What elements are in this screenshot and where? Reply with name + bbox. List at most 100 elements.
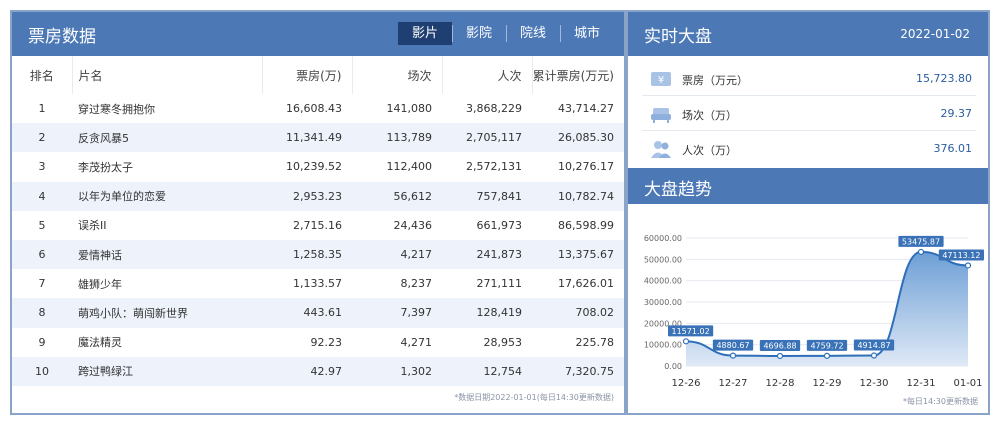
tab-chain[interactable]: 院线 [505, 22, 560, 45]
people-icon [651, 141, 671, 158]
x-tick-label: 12-31 [906, 378, 935, 389]
cell-shows: 24,436 [393, 218, 433, 232]
col-shows: 场次 [352, 56, 443, 94]
cell-total: 7,320.75 [532, 356, 624, 386]
realtime-date: 2022-01-02 [900, 27, 970, 41]
trend-chart: 60000.00 50000.00 40000.00 30000.00 20000.00… [644, 234, 984, 389]
table-header-row: 排名 片名 票房(万) 场次 人次 累计票房(万元) [12, 56, 624, 94]
cell-people: 28,953 [483, 335, 523, 349]
seat-icon [651, 108, 671, 123]
cell-box: 16,608.43 [286, 102, 342, 116]
cell-people: 661,973 [476, 218, 523, 232]
x-tick-label: 12-30 [859, 378, 888, 389]
yen-ticket-icon: ¥ [651, 72, 671, 86]
col-box: 票房(万) [262, 56, 353, 94]
y-tick-label: 0.00 [664, 362, 682, 371]
cell-rank: 4 [12, 181, 72, 211]
cell-rank: 6 [12, 239, 72, 270]
data-label: 4880.67 [716, 341, 749, 350]
data-label-bg [938, 249, 984, 261]
cell-total: 225.78 [575, 335, 615, 349]
cell-box: 2,715.16 [293, 218, 342, 232]
cell-people: 271,111 [476, 277, 523, 291]
data-label: 4914.87 [857, 341, 890, 350]
cell-rank: 1 [38, 102, 46, 116]
data-label: 53475.87 [902, 237, 940, 246]
realtime-panel: 实时大盘 2022-01-02 ¥ 票房（万元） 15,723.80 场次（万）… [626, 10, 990, 415]
realtime-value: 15,723.80 [916, 72, 972, 85]
cell-box: 42.97 [262, 356, 352, 386]
table-row[interactable]: 3 李茂扮太子 10,239.52 112,400 2,572,131 10,276.17 [12, 152, 624, 181]
realtime-shows-row: 场次（万） 29.37 [642, 97, 976, 131]
tab-city[interactable]: 城市 [559, 22, 614, 45]
tab-cinema[interactable]: 影院 [451, 22, 506, 45]
cell-name: 李茂扮太子 [78, 160, 133, 174]
y-tick-label: 20000.00 [644, 319, 682, 328]
cell-rank: 8 [12, 298, 72, 328]
cell-rank: 9 [38, 335, 46, 349]
col-people: 人次 [442, 56, 533, 94]
cell-people: 2,705,117 [442, 123, 532, 153]
x-tick-label: 12-29 [812, 378, 841, 389]
cell-total: 43,714.27 [558, 102, 614, 116]
cell-people: 12,754 [442, 356, 532, 386]
trend-footnote: *每日14:30更新数据 [902, 397, 978, 406]
cell-box: 92.23 [310, 335, 343, 349]
cell-total: 10,276.17 [558, 160, 614, 174]
series-area [686, 251, 968, 366]
table-row[interactable]: 2 反贪风暴5 11,341.49 113,789 2,705,117 26,085.30 [12, 123, 624, 153]
cell-people: 3,868,229 [466, 102, 522, 116]
table-row[interactable]: 6 爱情神话 1,258.35 4,217 241,873 13,375.67 [12, 239, 624, 270]
cell-people: 241,873 [442, 239, 532, 270]
cell-people: 757,841 [442, 181, 532, 211]
cell-box: 1,258.35 [262, 239, 352, 270]
trend-header: 大盘趋势 [628, 168, 988, 204]
cell-name: 反贪风暴5 [72, 123, 262, 153]
table-row[interactable]: 8 萌鸡小队：萌闯新世界 443.61 7,397 128,419 708.02 [12, 298, 624, 328]
cell-name: 魔法精灵 [78, 336, 122, 350]
cell-total: 86,598.99 [558, 218, 614, 232]
tab-movie[interactable]: 影片 [397, 22, 452, 45]
cell-total: 13,375.67 [532, 239, 624, 270]
realtime-boxoffice-row: ¥ 票房（万元） 15,723.80 [642, 62, 976, 96]
data-point [682, 338, 690, 345]
data-label: 11571.02 [672, 327, 710, 336]
data-label-bg [712, 339, 754, 351]
data-label: 4759.72 [810, 341, 843, 350]
cell-box: 10,239.52 [286, 160, 342, 174]
table-row[interactable]: 4 以年为单位的恋爱 2,953.23 56,612 757,841 10,782.74 [12, 181, 624, 211]
cell-box: 1,133.57 [293, 277, 342, 291]
table-row[interactable]: 5 误杀II 2,715.16 24,436 661,973 86,598.99 [12, 211, 624, 240]
cell-total: 10,782.74 [532, 181, 624, 211]
boxoffice-tabs: 影片 影院 院线 城市 [397, 22, 614, 45]
cell-name: 以年为单位的恋爱 [72, 181, 262, 211]
data-label-bg [898, 235, 944, 247]
x-tick-label: 12-28 [765, 378, 794, 389]
cell-box: 11,341.49 [262, 123, 352, 153]
cell-name: 跨过鸭绿江 [72, 356, 262, 386]
cell-shows: 112,400 [386, 160, 433, 174]
cell-rank: 2 [12, 123, 72, 153]
realtime-label: 人次（万） [682, 144, 737, 157]
data-point [823, 352, 831, 359]
data-label-bg [806, 339, 848, 351]
table-row[interactable]: 1 穿过寒冬拥抱你 16,608.43 141,080 3,868,229 43,714.… [12, 94, 624, 123]
y-tick-label: 40000.00 [644, 277, 682, 286]
table-row[interactable]: 7 雄狮少年 1,133.57 8,237 271,111 17,626.01 [12, 269, 624, 298]
data-point [870, 352, 878, 359]
realtime-label: 票房（万元） [682, 74, 748, 87]
y-tick-label: 60000.00 [644, 234, 682, 243]
boxoffice-title: 票房数据 [28, 27, 96, 47]
data-point [917, 248, 925, 256]
cell-shows: 113,789 [352, 123, 442, 153]
realtime-people-row: 人次（万） 376.01 [642, 132, 976, 166]
table-row[interactable]: 10 跨过鸭绿江 42.97 1,302 12,754 7,320.75 [12, 356, 624, 386]
cell-total: 26,085.30 [532, 123, 624, 153]
y-tick-label: 50000.00 [644, 255, 682, 264]
boxoffice-footnote: *数据日期2022-01-01(每日14:30更新数据) [454, 393, 614, 402]
cell-rank: 7 [38, 277, 46, 291]
cell-rank: 10 [12, 356, 72, 386]
boxoffice-table: 排名 片名 票房(万) 场次 人次 累计票房(万元) 1 穿过寒冬拥抱你 16,60… [12, 56, 624, 386]
table-row[interactable]: 9 魔法精灵 92.23 4,271 28,953 225.78 [12, 328, 624, 357]
cell-name: 误杀II [78, 219, 107, 233]
